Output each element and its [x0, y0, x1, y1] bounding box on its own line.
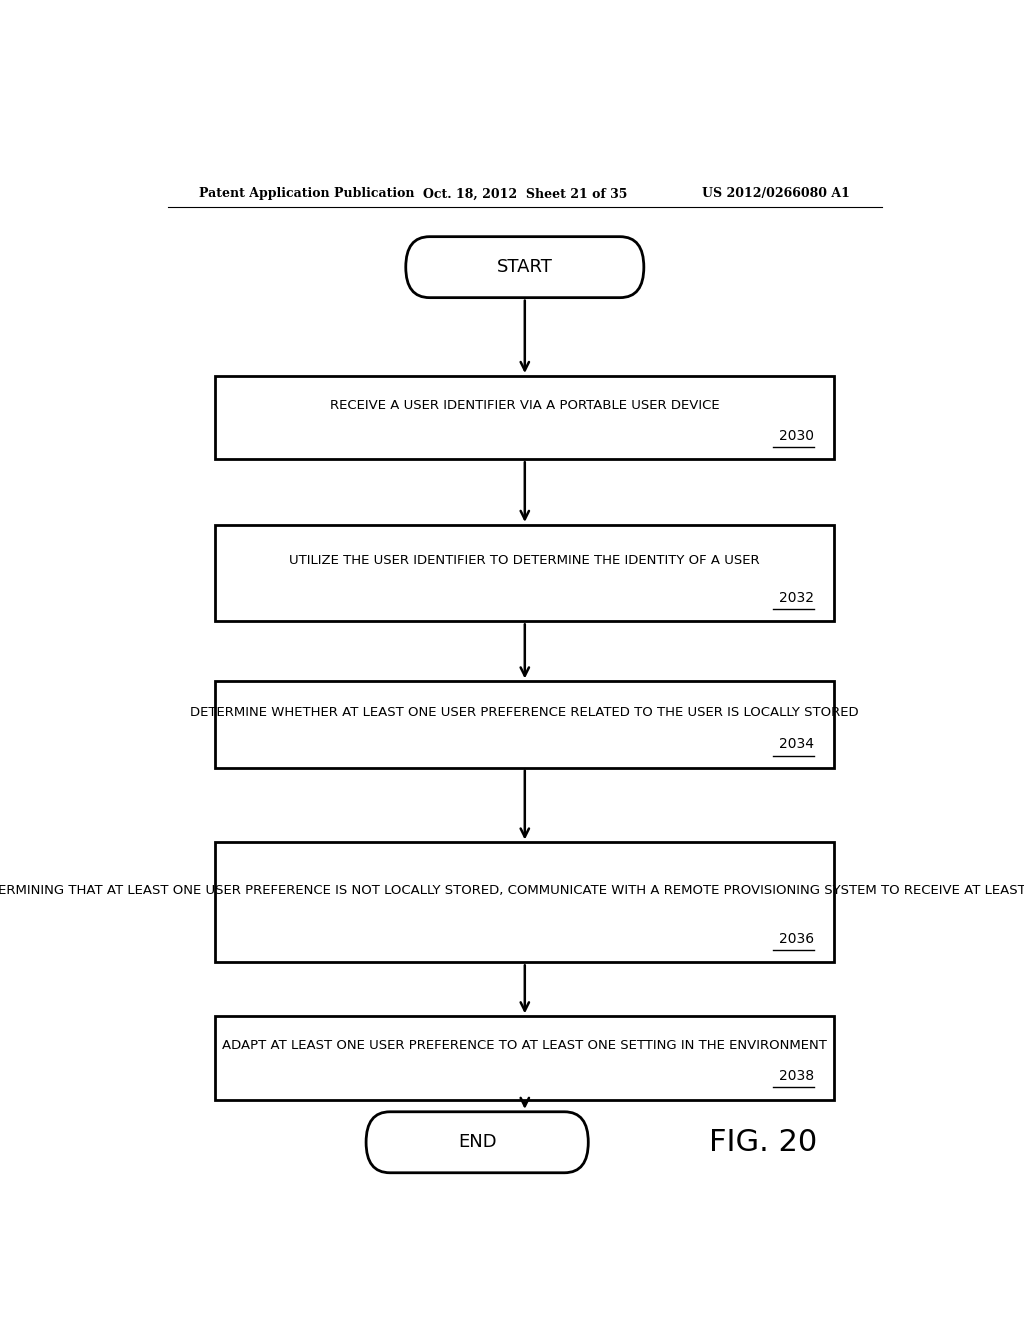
Text: END: END — [458, 1134, 497, 1151]
Text: 2032: 2032 — [779, 591, 814, 605]
Text: US 2012/0266080 A1: US 2012/0266080 A1 — [702, 187, 850, 201]
Text: Oct. 18, 2012  Sheet 21 of 35: Oct. 18, 2012 Sheet 21 of 35 — [423, 187, 627, 201]
Text: 2030: 2030 — [779, 429, 814, 444]
FancyBboxPatch shape — [367, 1111, 588, 1172]
Text: ADAPT AT LEAST ONE USER PREFERENCE TO AT LEAST ONE SETTING IN THE ENVIRONMENT: ADAPT AT LEAST ONE USER PREFERENCE TO AT… — [222, 1039, 827, 1052]
Text: UTILIZE THE USER IDENTIFIER TO DETERMINE THE IDENTITY OF A USER: UTILIZE THE USER IDENTIFIER TO DETERMINE… — [290, 554, 760, 568]
Bar — [215, 842, 835, 962]
Text: 2034: 2034 — [779, 738, 814, 751]
Text: 2038: 2038 — [779, 1069, 814, 1084]
Text: RECEIVE A USER IDENTIFIER VIA A PORTABLE USER DEVICE: RECEIVE A USER IDENTIFIER VIA A PORTABLE… — [330, 399, 720, 412]
Text: FIG. 20: FIG. 20 — [709, 1127, 817, 1156]
FancyBboxPatch shape — [406, 236, 644, 297]
Text: Patent Application Publication: Patent Application Publication — [200, 187, 415, 201]
Bar — [215, 681, 835, 768]
Bar — [215, 525, 835, 622]
Text: RESPONSIVE TO DETERMINING THAT AT LEAST ONE USER PREFERENCE IS NOT LOCALLY STORE: RESPONSIVE TO DETERMINING THAT AT LEAST … — [0, 883, 1024, 896]
Text: START: START — [497, 259, 553, 276]
Bar — [215, 1016, 835, 1100]
Bar — [215, 376, 835, 459]
Text: 2036: 2036 — [779, 932, 814, 946]
Text: DETERMINE WHETHER AT LEAST ONE USER PREFERENCE RELATED TO THE USER IS LOCALLY ST: DETERMINE WHETHER AT LEAST ONE USER PREF… — [190, 706, 859, 719]
